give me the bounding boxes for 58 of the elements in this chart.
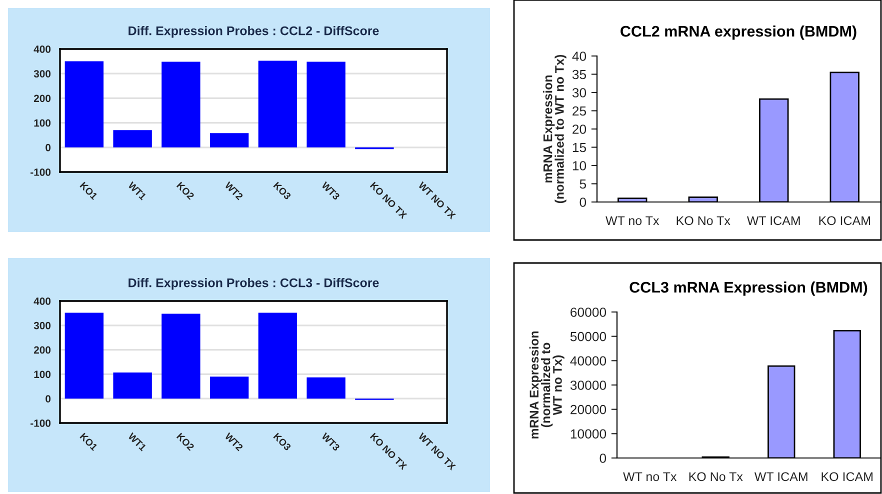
x-tick-label: WT NO TX xyxy=(418,181,456,220)
y-tick-label: 0 xyxy=(600,454,606,463)
y-tick-label: 0 xyxy=(580,198,586,207)
y-tick-label: -100 xyxy=(30,168,51,176)
bar xyxy=(162,314,200,399)
y-tick-label: 20000 xyxy=(570,404,606,414)
x-tick-label: KO NO TX xyxy=(370,432,408,470)
x-tick-label: KO No Tx xyxy=(676,216,730,226)
bar xyxy=(306,377,346,399)
x-tick-label: WT ICAM xyxy=(746,216,800,226)
bar xyxy=(113,130,152,148)
y-tick-label: 300 xyxy=(34,70,51,78)
y-tick-label: 20 xyxy=(572,124,586,134)
y-tick-label: 400 xyxy=(34,298,51,305)
y-axis-title: mRNA Expression (normalized to WT no Tx) xyxy=(543,54,566,204)
y-tick-label: 50000 xyxy=(570,332,606,342)
x-tick-label: WT no Tx xyxy=(606,216,660,226)
chart-title: CCL3 mRNA Expression (BMDM) xyxy=(630,281,868,296)
y-tick-label: 200 xyxy=(34,94,51,102)
x-tick-label: KO ICAM xyxy=(822,472,872,482)
y-tick-label: 35 xyxy=(572,70,586,80)
y-tick-label: 30000 xyxy=(570,380,606,390)
bar xyxy=(64,312,104,399)
bar xyxy=(162,62,200,148)
y-tick-label: 200 xyxy=(34,346,51,354)
y-tick-label: 0 xyxy=(46,395,51,402)
x-tick-label: KO ICAM xyxy=(819,216,870,226)
bar xyxy=(210,376,249,399)
chart-title: Diff. Expression Probes : CCL3 - DiffScore xyxy=(128,278,379,290)
x-tick-label: WT no Tx xyxy=(623,472,677,482)
y-tick-label: 400 xyxy=(34,46,51,53)
x-tick-label: KO No Tx xyxy=(689,472,743,482)
y-tick-label: 10 xyxy=(572,161,586,170)
bar xyxy=(258,312,298,399)
bar xyxy=(210,133,249,148)
y-tick-label: -100 xyxy=(30,420,51,427)
x-tick-label: WT ICAM xyxy=(754,472,808,482)
y-tick-label: 0 xyxy=(46,144,51,152)
bar xyxy=(113,372,152,399)
y-tick-label: 15 xyxy=(572,142,586,152)
bar xyxy=(64,61,104,148)
y-axis-title: mRNA Expression (normalized to WT no Tx) xyxy=(529,331,564,438)
y-tick-label: 100 xyxy=(34,370,51,378)
bar xyxy=(258,60,298,148)
x-tick-label: WT NO TX xyxy=(418,432,456,471)
chart-title: CCL2 mRNA expression (BMDM) xyxy=(620,25,856,40)
x-tick-label: KO NO TX xyxy=(370,182,408,220)
y-tick-label: 60000 xyxy=(570,308,606,317)
y-tick-label: 100 xyxy=(34,119,51,127)
y-tick-label: 40 xyxy=(572,52,586,61)
chart-title: Diff. Expression Probes : CCL2 - DiffScore xyxy=(128,26,379,38)
y-tick-label: 40000 xyxy=(570,356,606,366)
bar xyxy=(306,62,346,148)
y-tick-label: 10000 xyxy=(570,429,606,439)
y-tick-label: 5 xyxy=(580,179,586,189)
y-tick-label: 300 xyxy=(34,322,51,330)
y-tick-label: 25 xyxy=(572,106,586,116)
y-tick-label: 30 xyxy=(572,88,586,98)
